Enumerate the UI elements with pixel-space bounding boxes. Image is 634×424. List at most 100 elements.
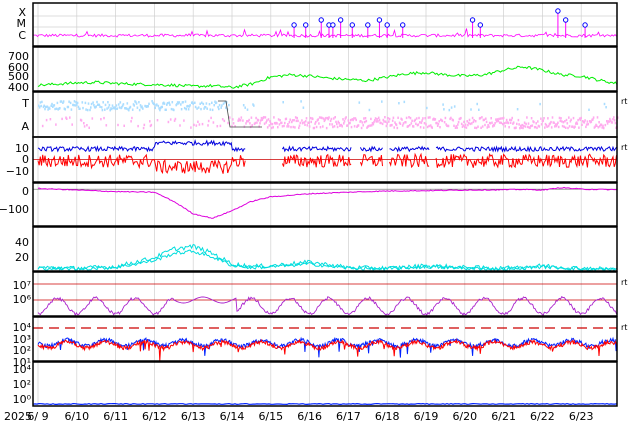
- sector-mark: [110, 107, 113, 111]
- sector-mark: [606, 122, 609, 125]
- y-tick-dst-minus100: −100: [0, 203, 29, 216]
- sector-mark: [87, 102, 90, 105]
- panel-imf_sector: [32, 91, 619, 138]
- sector-mark: [131, 116, 133, 120]
- panel-frame: [32, 361, 618, 407]
- sector-mark: [595, 124, 598, 127]
- sector-mark: [318, 122, 320, 125]
- sector-mark: [74, 104, 77, 107]
- sector-mark: [103, 116, 105, 120]
- sector-mark: [462, 124, 465, 127]
- sector-mark: [117, 123, 119, 127]
- y-tick-speed-600: 600: [8, 61, 29, 74]
- sector-mark: [367, 124, 370, 128]
- sector-mark: [280, 121, 283, 124]
- sector-mark: [422, 117, 424, 120]
- sector-mark: [90, 106, 92, 109]
- sector-mark: [259, 122, 261, 125]
- sector-mark: [360, 120, 362, 123]
- sector-mark: [248, 118, 250, 122]
- sector-mark: [88, 126, 90, 129]
- sector-mark: [210, 116, 212, 120]
- sector-mark: [337, 120, 340, 123]
- sector-mark: [232, 118, 234, 121]
- sector-mark: [228, 116, 231, 119]
- y-tick-he-1e2: 10²: [13, 378, 31, 391]
- sector-mark: [182, 101, 184, 104]
- sector-mark: [342, 118, 344, 121]
- sector-mark: [318, 116, 321, 119]
- panel-frame: [32, 91, 618, 138]
- sector-mark: [361, 121, 364, 124]
- sector-mark: [304, 120, 307, 123]
- sector-mark: [135, 102, 138, 105]
- sector-mark: [598, 121, 600, 124]
- flare-marker: [365, 22, 371, 28]
- sector-mark: [289, 118, 291, 121]
- sector-mark: [466, 120, 468, 123]
- sector-mark: [587, 123, 589, 126]
- sector-mark: [607, 120, 610, 123]
- sector-mark: [328, 116, 330, 119]
- sector-mark: [322, 125, 324, 128]
- sector-mark: [173, 108, 175, 112]
- sector-mark: [151, 100, 153, 103]
- sector-mark: [470, 108, 472, 111]
- sector-mark: [457, 123, 459, 126]
- sector-mark: [303, 121, 305, 124]
- sector-mark: [542, 119, 544, 122]
- sector-mark: [473, 119, 475, 122]
- sector-mark: [422, 126, 425, 129]
- y-tick-speed-400: 400: [8, 81, 29, 94]
- sector-mark: [579, 118, 582, 122]
- sector-mark: [263, 116, 265, 119]
- sector-mark: [450, 106, 453, 109]
- sector-mark: [566, 122, 569, 125]
- sector-mark: [323, 119, 326, 123]
- sector-mark: [596, 116, 599, 119]
- sector-mark: [327, 117, 329, 121]
- sector-mark: [218, 107, 220, 111]
- sector-mark: [253, 104, 255, 107]
- sector-mark: [67, 105, 70, 109]
- panel-frame: [32, 46, 618, 92]
- sector-mark: [489, 122, 492, 125]
- sector-mark: [454, 126, 457, 129]
- sector-mark: [576, 122, 579, 125]
- sector-mark: [336, 125, 339, 129]
- sector-mark: [604, 123, 607, 127]
- sector-mark: [358, 101, 361, 104]
- sector-mark: [397, 116, 399, 119]
- x-tick-label: 6/20: [452, 410, 477, 423]
- sector-mark: [195, 124, 198, 127]
- sector-mark: [294, 116, 297, 119]
- sector-mark: [417, 123, 420, 126]
- sector-mark: [213, 104, 215, 107]
- sector-mark: [558, 116, 561, 120]
- sector-mark: [232, 122, 235, 125]
- sector-mark: [425, 123, 427, 126]
- sector-mark: [507, 121, 510, 125]
- sector-mark: [496, 118, 499, 121]
- sector-mark: [480, 126, 482, 129]
- sector-mark: [574, 125, 576, 128]
- sector-mark: [594, 125, 596, 128]
- sector-mark: [584, 119, 586, 122]
- y-tick-imf-0: 0: [22, 153, 29, 166]
- sector-mark: [81, 101, 84, 104]
- sector-mark: [525, 122, 527, 126]
- sector-mark: [519, 127, 521, 130]
- sector-mark: [246, 108, 249, 111]
- sector-mark: [221, 118, 224, 121]
- sector-mark: [484, 123, 486, 127]
- sector-mark: [442, 103, 444, 106]
- sector-mark: [153, 103, 156, 106]
- sector-mark: [499, 117, 502, 120]
- proton-flux-line: [37, 338, 618, 361]
- sector-mark: [44, 107, 46, 111]
- panel-proton_flux: [32, 316, 618, 362]
- sector-mark: [392, 116, 395, 119]
- sector-mark: [183, 119, 185, 122]
- sector-mark: [315, 125, 318, 129]
